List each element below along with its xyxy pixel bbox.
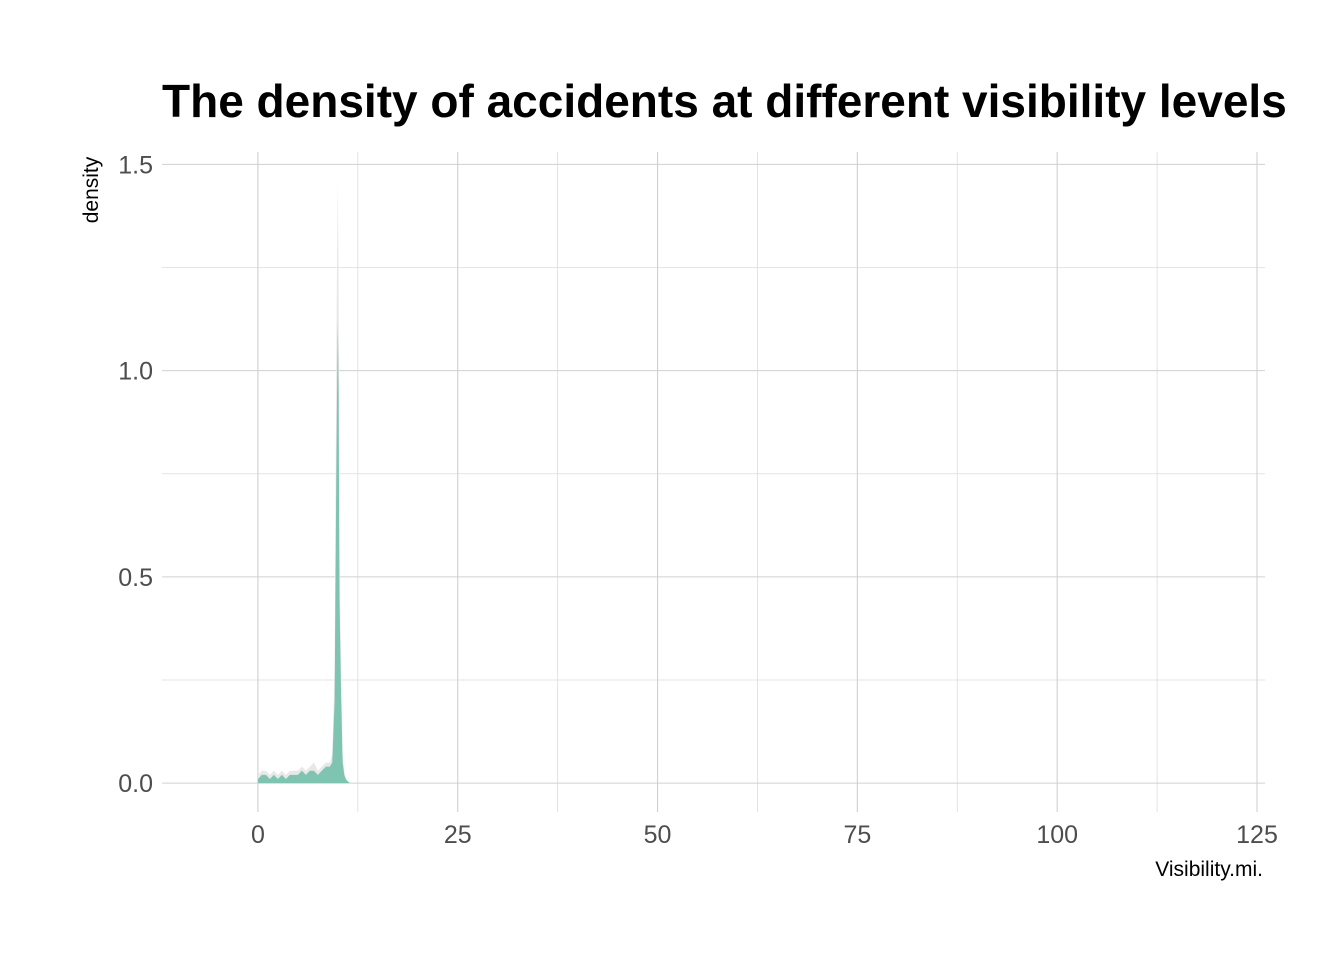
grid xyxy=(162,152,1265,812)
x-tick-label: 100 xyxy=(1036,821,1078,849)
y-tick-label: 1.5 xyxy=(118,151,153,179)
axis-ticks: 0 25 50 75 100 125 0.0 0.5 1.0 1.5 xyxy=(118,151,1278,849)
y-axis-title: density xyxy=(80,156,103,223)
x-axis-title: Visibility.mi. xyxy=(1155,858,1263,881)
density-areas xyxy=(257,185,350,784)
y-tick-label: 0.5 xyxy=(118,564,153,592)
chart-title: The density of accidents at different vi… xyxy=(162,75,1287,127)
x-tick-label: 50 xyxy=(644,821,672,849)
density-area xyxy=(257,321,350,784)
y-tick-label: 1.0 xyxy=(118,358,153,386)
x-tick-label: 25 xyxy=(444,821,472,849)
y-tick-label: 0.0 xyxy=(118,770,153,798)
x-tick-label: 125 xyxy=(1236,821,1278,849)
x-tick-label: 75 xyxy=(843,821,871,849)
x-tick-label: 0 xyxy=(251,821,265,849)
